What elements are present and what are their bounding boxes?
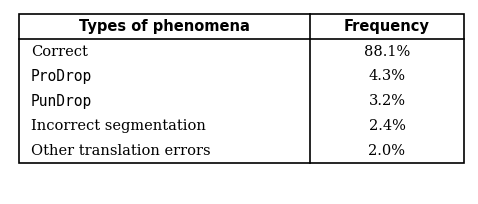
Text: 2.4%: 2.4% [369,119,405,133]
Text: Correct: Correct [31,44,88,59]
Text: ProDrop: ProDrop [31,69,92,84]
Text: Types of phenomena: Types of phenomena [79,19,250,34]
Text: 2.0%: 2.0% [369,144,405,158]
Text: Incorrect segmentation: Incorrect segmentation [31,119,206,133]
Text: Other translation errors: Other translation errors [31,144,211,158]
Text: 3.2%: 3.2% [369,94,405,108]
Text: Frequency: Frequency [344,19,430,34]
Text: 4.3%: 4.3% [369,69,405,83]
Text: 88.1%: 88.1% [364,44,410,59]
Text: PunDrop: PunDrop [31,94,92,109]
